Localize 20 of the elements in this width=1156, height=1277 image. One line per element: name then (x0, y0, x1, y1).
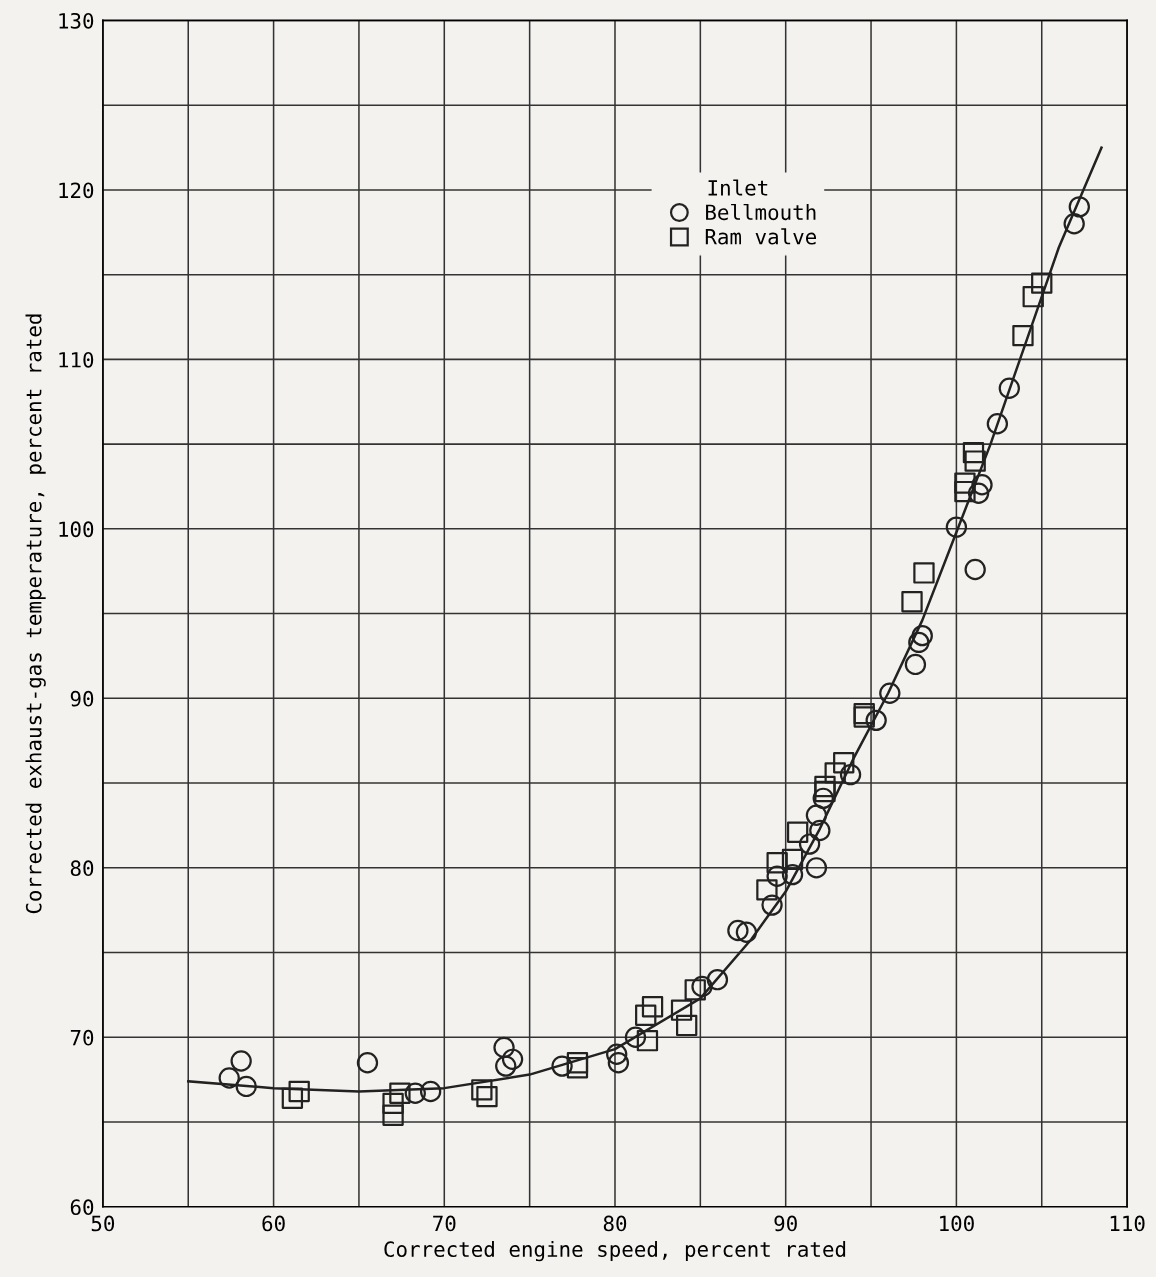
x-axis-title: Corrected engine speed, percent rated (384, 1240, 846, 1262)
x-tick-label: 60 (262, 1215, 285, 1232)
y-tick-label: 60 (70, 1199, 94, 1216)
y-tick-label: 70 (70, 1029, 94, 1046)
legend-title: Inlet (708, 179, 768, 196)
y-tick-label: 110 (59, 351, 94, 368)
x-tick-label: 80 (603, 1215, 627, 1232)
y-tick-label: 90 (70, 690, 94, 707)
x-tick-label: 90 (774, 1215, 797, 1232)
y-axis-title: Corrected exhaust-gas temperature, percent rated (25, 314, 46, 914)
legend-label: Ram valve (705, 228, 817, 245)
x-tick-label: 100 (940, 1215, 974, 1232)
x-tick-label: 50 (91, 1215, 115, 1232)
y-tick-label: 130 (59, 12, 94, 29)
y-tick-label: 120 (59, 182, 94, 199)
y-tick-label: 80 (70, 860, 94, 877)
x-tick-label: 70 (433, 1215, 456, 1232)
legend-label: Bellmouth (706, 203, 816, 221)
x-tick-label: 110 (1110, 1215, 1145, 1232)
y-tick-label: 100 (59, 521, 94, 538)
